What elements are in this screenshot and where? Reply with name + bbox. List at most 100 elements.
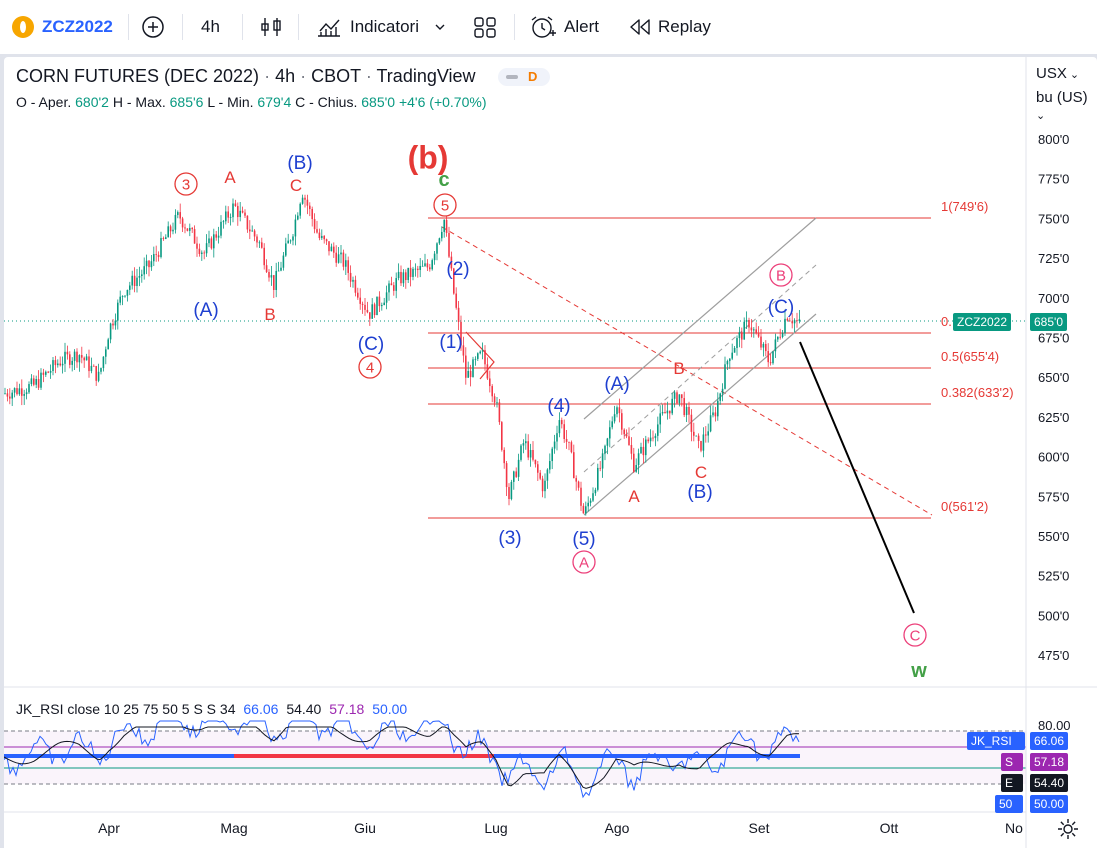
candle-body xyxy=(491,386,493,397)
candle-body xyxy=(520,445,522,460)
chart-drawing[interactable]: 1(749'6) 0. 0.5(655'4) 0.382(633'2) 0(561'2)… xyxy=(4,57,1097,848)
candle-body xyxy=(616,407,618,415)
candle-body xyxy=(659,413,661,425)
candle-body xyxy=(285,243,287,256)
candle-body xyxy=(191,227,193,230)
candle-body xyxy=(705,434,707,436)
price-tick-label: 675'0 xyxy=(1038,331,1069,346)
candle-body xyxy=(381,305,383,307)
candle-body xyxy=(714,412,717,417)
close-value: 685'0 xyxy=(361,94,396,110)
candle-body xyxy=(193,229,196,244)
candle-body xyxy=(366,309,369,313)
candle-body xyxy=(690,414,693,432)
price-tick-label: 600'0 xyxy=(1038,450,1069,465)
candle-body xyxy=(395,278,397,291)
candle-body xyxy=(438,238,441,244)
data-status-toggle[interactable]: D xyxy=(498,68,550,86)
candle-body xyxy=(529,449,532,458)
candle-body xyxy=(189,227,191,231)
chart-area[interactable]: 1(749'6) 0. 0.5(655'4) 0.382(633'2) 0(561'2)… xyxy=(4,57,1097,848)
candle-body xyxy=(527,441,529,458)
candle-body xyxy=(251,230,253,232)
candle-body xyxy=(124,295,126,297)
wave-label-circle xyxy=(572,550,596,574)
candle-body xyxy=(342,252,345,267)
candle-body xyxy=(23,394,25,396)
price-tick-label: 800'0 xyxy=(1038,132,1069,147)
candle-body xyxy=(582,505,585,514)
chart-style-button[interactable] xyxy=(258,0,284,54)
chart-settings-button[interactable] xyxy=(1056,817,1080,841)
candle-body xyxy=(352,279,354,282)
candle-body xyxy=(364,304,366,310)
replay-button[interactable]: Replay xyxy=(628,0,711,54)
candle-body xyxy=(568,441,570,443)
candle-body xyxy=(112,323,114,326)
candle-body xyxy=(733,347,736,353)
fib-level-label: 0.382(633'2) xyxy=(941,385,1014,400)
wave-label: C xyxy=(695,463,707,482)
wave-label: (2) xyxy=(446,259,469,280)
candle-body xyxy=(769,362,772,364)
time-tick-label: Ago xyxy=(605,820,630,836)
candle-body xyxy=(570,442,573,453)
candle-body xyxy=(88,356,90,372)
candle-body xyxy=(109,323,112,340)
candle-body xyxy=(217,235,220,238)
candle-body xyxy=(640,446,642,454)
candle-body xyxy=(736,338,738,348)
interval-button[interactable]: 4h xyxy=(201,0,220,54)
rsi-legend[interactable]: JK_RSI close 10 25 75 50 5 S S 34 66.06 … xyxy=(16,701,407,717)
candle-body xyxy=(465,355,467,378)
candle-body xyxy=(695,435,697,437)
indicators-icon xyxy=(318,19,340,37)
alert-button[interactable]: Alert xyxy=(529,0,599,54)
currency-selector[interactable]: USX ⌄ xyxy=(1036,65,1080,82)
candle-body xyxy=(522,443,525,446)
candle-body xyxy=(313,219,316,230)
candle-body xyxy=(237,206,239,218)
candle-body xyxy=(551,448,553,462)
candle-body xyxy=(789,320,791,322)
candle-body xyxy=(417,268,419,270)
indicators-button[interactable]: Indicatori xyxy=(316,0,447,54)
candle-body xyxy=(102,356,105,369)
candle-body xyxy=(321,235,323,239)
candle-body xyxy=(592,493,594,501)
candle-body xyxy=(54,360,57,366)
wave-label: A xyxy=(628,487,640,506)
wave-label-circle xyxy=(903,623,927,647)
candle-body xyxy=(397,271,400,279)
change-value: +4'6 (+0.70%) xyxy=(398,94,487,110)
rsi-value-3: 57.18 xyxy=(329,701,365,717)
candle-body xyxy=(105,349,107,357)
candle-body xyxy=(743,321,745,340)
compare-symbol-button[interactable] xyxy=(141,0,165,54)
candle-body xyxy=(525,441,527,444)
candle-body xyxy=(287,240,289,244)
candle-body xyxy=(577,481,580,488)
candle-body xyxy=(681,394,683,399)
candle-body xyxy=(13,388,16,393)
candle-body xyxy=(390,283,393,286)
candle-body xyxy=(174,214,177,230)
candle-body xyxy=(369,312,371,319)
candle-body xyxy=(407,267,409,281)
unit-selector[interactable]: bu (US) ⌄ xyxy=(1036,89,1088,122)
chart-legend-title[interactable]: CORN FUTURES (DEC 2022) · 4h · CBOT · Tr… xyxy=(16,66,476,86)
candle-body xyxy=(796,320,798,322)
candle-body xyxy=(501,422,503,450)
candle-body xyxy=(64,351,66,364)
symbol-button[interactable]: ZCZ2022 xyxy=(12,0,113,54)
layout-templates-button[interactable] xyxy=(472,0,498,54)
candle-body xyxy=(707,431,709,436)
candle-body xyxy=(330,246,333,252)
candle-body xyxy=(239,210,241,218)
candle-body xyxy=(654,435,657,439)
candle-body xyxy=(573,452,575,479)
wave-label-circle xyxy=(358,355,382,379)
candle-body xyxy=(97,371,100,381)
last-price-label: 685'0 xyxy=(1030,313,1067,331)
candle-body xyxy=(73,351,76,361)
